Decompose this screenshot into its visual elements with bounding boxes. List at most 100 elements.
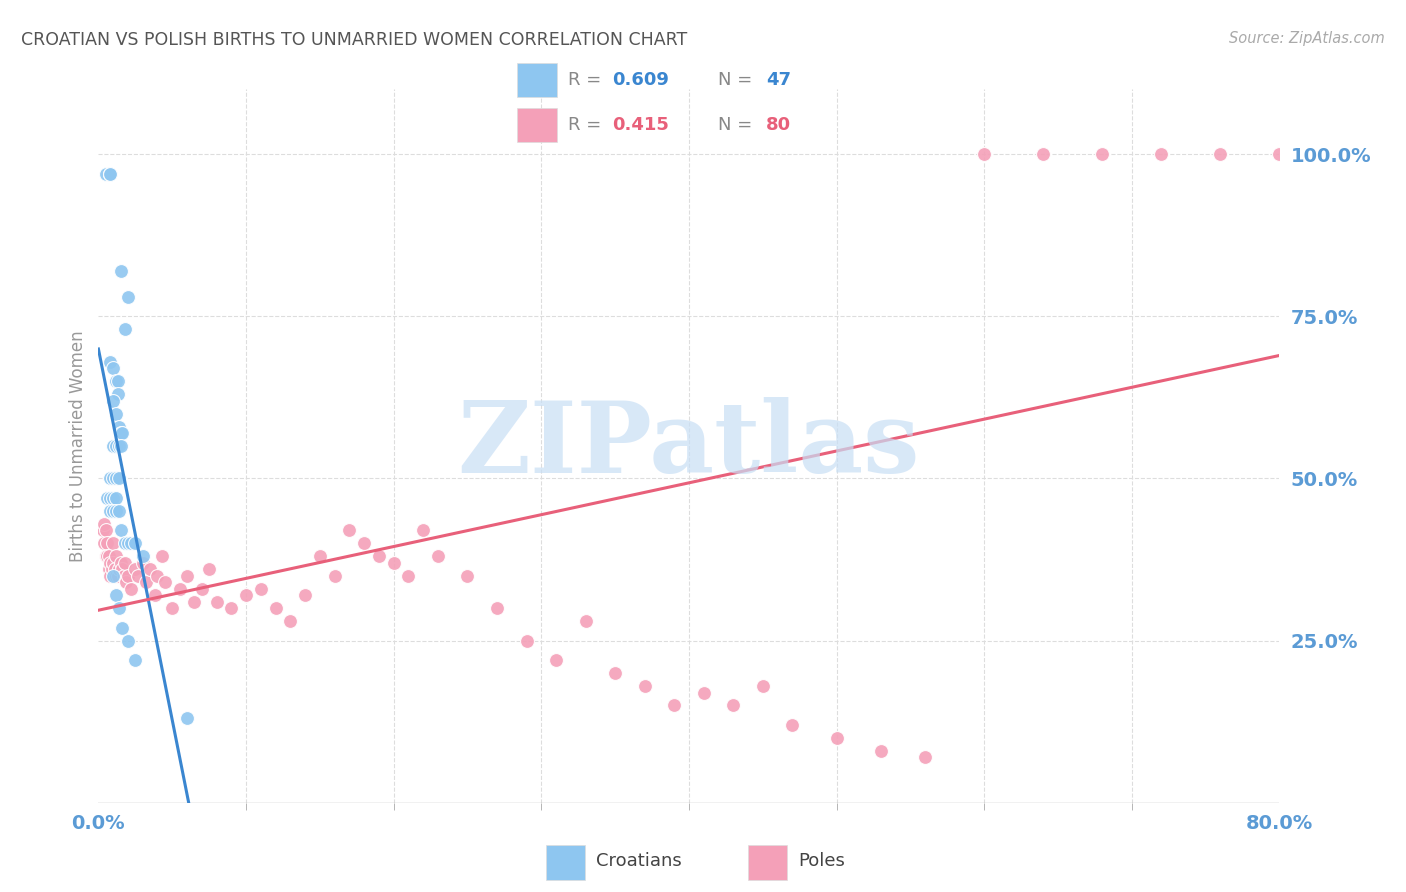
- Point: [108, 471, 131, 485]
- Point: [353, 536, 375, 550]
- Point: [139, 562, 162, 576]
- Point: [219, 601, 242, 615]
- Point: [869, 744, 891, 758]
- Point: [108, 419, 131, 434]
- Point: [1091, 147, 1114, 161]
- Point: [153, 575, 176, 590]
- Text: N =: N =: [718, 116, 758, 134]
- Point: [693, 685, 716, 699]
- Point: [1150, 147, 1173, 161]
- Point: [98, 504, 121, 518]
- Point: [98, 471, 121, 485]
- Point: [108, 562, 131, 576]
- Point: [108, 439, 131, 453]
- Text: 0.415: 0.415: [612, 116, 669, 134]
- Point: [150, 549, 173, 564]
- Point: [98, 167, 121, 181]
- Text: Croatians: Croatians: [596, 852, 682, 870]
- Point: [98, 167, 121, 181]
- Point: [546, 653, 568, 667]
- Point: [486, 601, 509, 615]
- Point: [124, 536, 146, 550]
- Point: [294, 588, 316, 602]
- Point: [103, 536, 125, 550]
- Point: [91, 524, 114, 538]
- Point: [914, 750, 936, 764]
- Text: Source: ZipAtlas.com: Source: ZipAtlas.com: [1229, 31, 1385, 46]
- Bar: [748, 845, 787, 880]
- Text: ZIPatlas: ZIPatlas: [458, 398, 920, 494]
- Point: [146, 568, 169, 582]
- Point: [132, 556, 155, 570]
- Bar: [517, 109, 557, 142]
- Bar: [517, 63, 557, 96]
- Point: [110, 524, 132, 538]
- Point: [120, 582, 142, 596]
- Point: [664, 698, 686, 713]
- Point: [107, 374, 129, 388]
- Point: [124, 562, 146, 576]
- Point: [235, 588, 257, 602]
- Point: [105, 504, 128, 518]
- Point: [105, 549, 128, 564]
- Point: [120, 536, 142, 550]
- Point: [250, 582, 273, 596]
- Point: [105, 471, 128, 485]
- Point: [103, 491, 125, 505]
- Point: [98, 568, 121, 582]
- Point: [1209, 147, 1232, 161]
- Point: [117, 633, 139, 648]
- Point: [110, 425, 132, 440]
- Point: [427, 549, 450, 564]
- Text: R =: R =: [568, 116, 607, 134]
- Point: [94, 524, 117, 538]
- Point: [143, 588, 166, 602]
- Point: [605, 666, 627, 681]
- Point: [117, 290, 139, 304]
- Point: [191, 582, 214, 596]
- Point: [278, 614, 302, 628]
- Point: [124, 653, 146, 667]
- Point: [107, 568, 129, 582]
- Point: [117, 568, 139, 582]
- Point: [98, 354, 121, 368]
- Point: [456, 568, 478, 582]
- Point: [176, 568, 198, 582]
- Point: [169, 582, 191, 596]
- Point: [110, 264, 132, 278]
- Point: [105, 407, 128, 421]
- Point: [110, 556, 132, 570]
- Point: [368, 549, 391, 564]
- Point: [93, 536, 115, 550]
- Point: [105, 588, 128, 602]
- Point: [100, 562, 122, 576]
- Point: [1386, 147, 1406, 161]
- Point: [96, 536, 118, 550]
- Point: [108, 504, 131, 518]
- Point: [97, 549, 120, 564]
- Point: [103, 556, 125, 570]
- Point: [396, 568, 419, 582]
- Point: [198, 562, 221, 576]
- Point: [103, 361, 125, 376]
- Text: CROATIAN VS POLISH BIRTHS TO UNMARRIED WOMEN CORRELATION CHART: CROATIAN VS POLISH BIRTHS TO UNMARRIED W…: [21, 31, 688, 49]
- Point: [111, 425, 134, 440]
- Point: [103, 393, 125, 408]
- Point: [339, 524, 360, 538]
- Point: [110, 439, 132, 453]
- Point: [127, 568, 149, 582]
- Point: [94, 167, 117, 181]
- Point: [412, 524, 434, 538]
- Point: [98, 491, 121, 505]
- Text: 0.609: 0.609: [612, 71, 669, 89]
- Point: [515, 633, 537, 648]
- Bar: [546, 845, 585, 880]
- Point: [105, 568, 128, 582]
- Point: [98, 167, 121, 181]
- Point: [97, 562, 120, 576]
- Text: 80: 80: [766, 116, 790, 134]
- Point: [135, 575, 157, 590]
- Text: N =: N =: [718, 71, 758, 89]
- Point: [103, 504, 125, 518]
- Point: [782, 718, 804, 732]
